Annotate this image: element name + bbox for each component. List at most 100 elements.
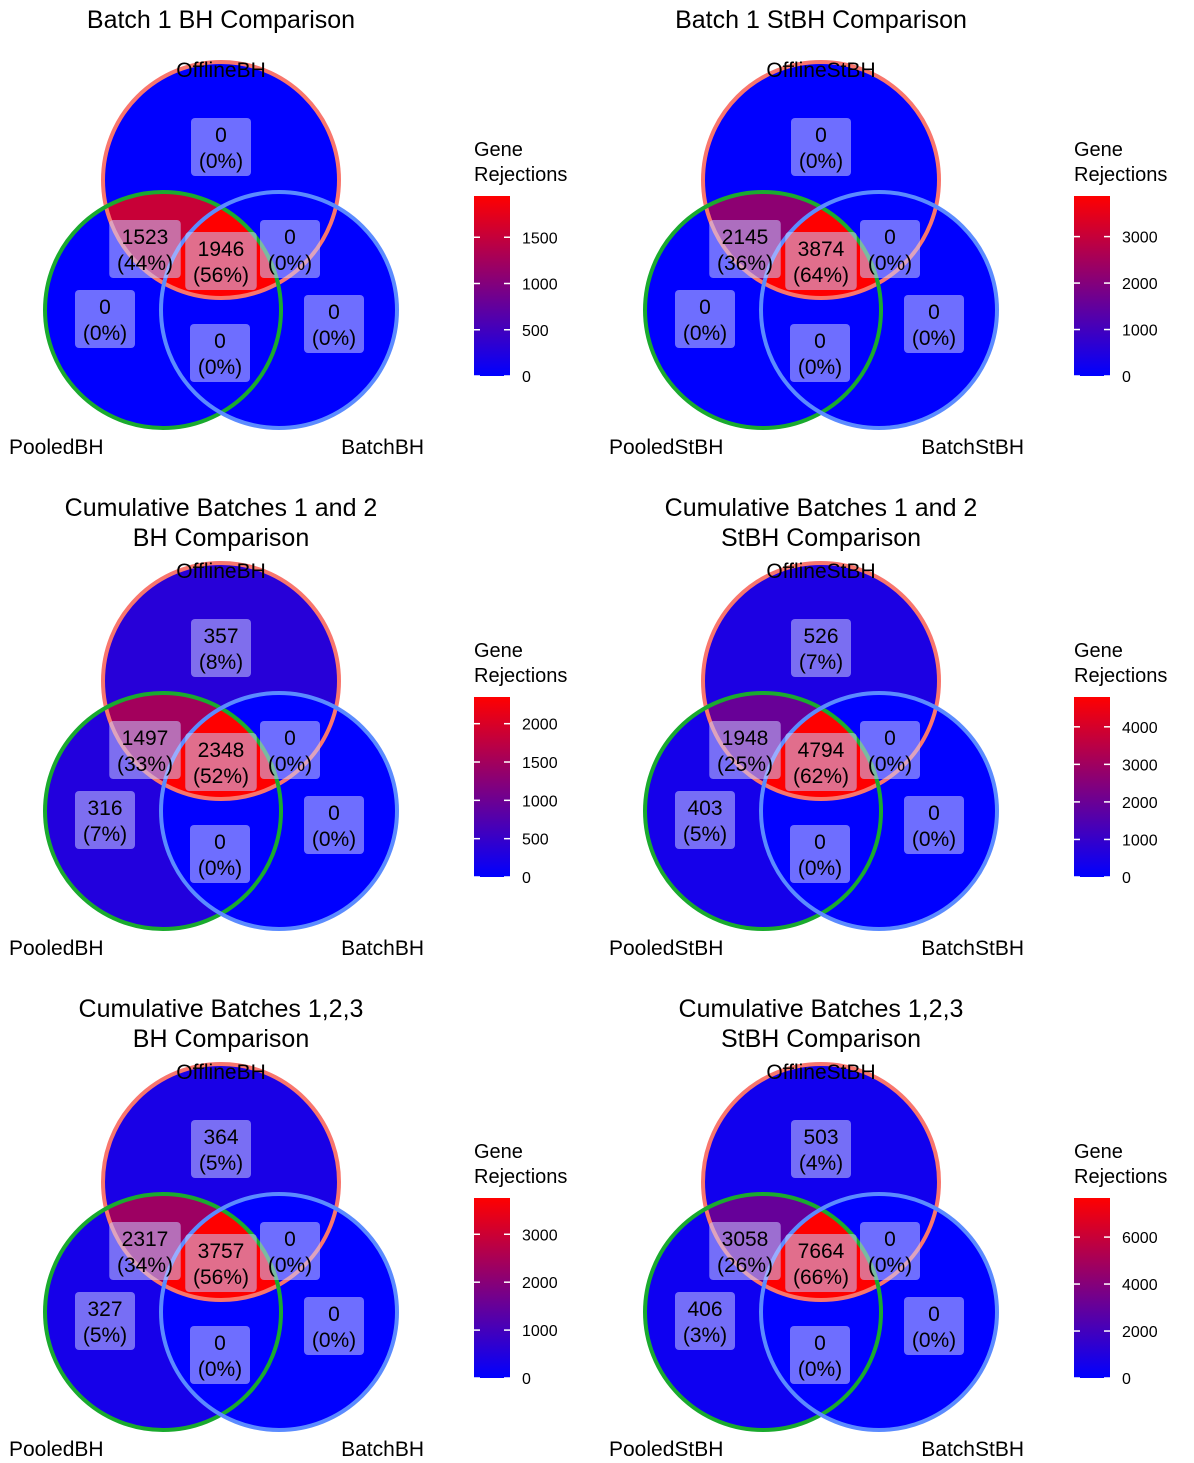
set-label-pooled: PooledStBH xyxy=(609,1438,723,1461)
region-label-box xyxy=(260,721,320,779)
set-label-batch: BatchBH xyxy=(341,1438,424,1461)
region-percent: (5%) xyxy=(199,1152,243,1175)
pooled-circle-border xyxy=(643,190,883,430)
offline-circle-border xyxy=(101,561,341,801)
region-count: 0 xyxy=(328,802,340,825)
region-percent: (5%) xyxy=(83,1324,127,1347)
legend-title: Rejections xyxy=(1074,1166,1167,1188)
chart-title: StBH Comparison xyxy=(721,1025,921,1053)
region-label-box xyxy=(904,295,964,353)
region-count: 316 xyxy=(87,797,122,820)
chart-title: BH Comparison xyxy=(133,524,309,552)
legend-tick-label: 1000 xyxy=(522,277,558,294)
region-percent: (0%) xyxy=(798,857,842,880)
set-label-batch: BatchBH xyxy=(341,937,424,960)
chart-title: BH Comparison xyxy=(133,1025,309,1053)
region-count: 357 xyxy=(203,625,238,648)
batch-circle-border xyxy=(159,1192,399,1432)
legend-tick-label: 0 xyxy=(522,870,531,887)
region-label-box xyxy=(785,232,857,290)
region-percent: (0%) xyxy=(912,1329,956,1352)
set-label-pooled: PooledBH xyxy=(9,1438,104,1461)
legend-tick-label: 0 xyxy=(1122,1371,1131,1388)
legend-tick-label: 1500 xyxy=(522,755,558,772)
batch-circle-border xyxy=(759,1192,999,1432)
chart-title: Cumulative Batches 1,2,3 xyxy=(679,995,964,1023)
venn-panel: Batch 1 StBH Comparison OfflineStBH Pooled… xyxy=(609,6,1167,459)
region-count: 503 xyxy=(803,1126,838,1149)
set-label-batch: BatchStBH xyxy=(921,1438,1024,1461)
region-count: 0 xyxy=(328,301,340,324)
legend-tick-label: 2000 xyxy=(1122,795,1158,812)
region-count: 0 xyxy=(214,831,226,854)
region-count: 1946 xyxy=(198,238,245,261)
batch-circle-border xyxy=(159,190,399,430)
chart-title: Batch 1 BH Comparison xyxy=(87,6,355,34)
legend-tick-label: 0 xyxy=(1122,870,1131,887)
legend-title: Rejections xyxy=(474,164,567,186)
region-percent: (0%) xyxy=(312,1329,356,1352)
region-label-box xyxy=(860,1222,920,1280)
legend-title: Rejections xyxy=(1074,164,1167,186)
region-label-box xyxy=(904,796,964,854)
set-label-offline: OfflineStBH xyxy=(766,59,875,82)
region-percent: (8%) xyxy=(199,651,243,674)
region-count: 0 xyxy=(284,1228,296,1251)
region-label-box xyxy=(790,324,850,382)
region-count: 2348 xyxy=(198,739,245,762)
region-label-box xyxy=(109,1222,181,1280)
region-label-box xyxy=(675,791,735,849)
region-percent: (0%) xyxy=(912,327,956,350)
region-count: 0 xyxy=(214,330,226,353)
region-percent: (25%) xyxy=(717,753,773,776)
region-label-box xyxy=(109,721,181,779)
offline-circle-border xyxy=(701,561,941,801)
pooled-circle-border xyxy=(643,691,883,931)
region-percent: (0%) xyxy=(198,356,242,379)
pooled-circle-border xyxy=(43,1192,283,1432)
legend-tick-label: 2000 xyxy=(522,1275,558,1292)
offline-circle-border xyxy=(701,60,941,300)
region-count: 0 xyxy=(928,1303,940,1326)
region-count: 0 xyxy=(99,296,111,319)
region-percent: (66%) xyxy=(793,1266,849,1289)
region-label-box xyxy=(75,791,135,849)
region-percent: (0%) xyxy=(198,857,242,880)
legend-title: Gene xyxy=(1074,640,1123,662)
region-percent: (0%) xyxy=(799,150,843,173)
legend-tick-label: 6000 xyxy=(1122,1230,1158,1247)
region-label-box xyxy=(709,1222,781,1280)
set-label-batch: BatchBH xyxy=(341,436,424,459)
region-count: 0 xyxy=(884,226,896,249)
region-count: 0 xyxy=(284,226,296,249)
region-percent: (56%) xyxy=(193,264,249,287)
region-count: 3757 xyxy=(198,1240,245,1263)
legend-tick-label: 500 xyxy=(522,832,549,849)
venn-panel: Cumulative Batches 1,2,3BH Comparison Off… xyxy=(9,995,567,1461)
batch-circle-border xyxy=(159,691,399,931)
chart-title: Cumulative Batches 1,2,3 xyxy=(79,995,364,1023)
set-label-offline: OfflineBH xyxy=(176,59,266,82)
legend-tick-label: 3000 xyxy=(1122,757,1158,774)
set-label-batch: BatchStBH xyxy=(921,436,1024,459)
legend-colorbar xyxy=(1074,1198,1110,1378)
region-label-box xyxy=(791,1120,851,1178)
region-percent: (0%) xyxy=(199,150,243,173)
region-label-box xyxy=(260,1222,320,1280)
region-percent: (36%) xyxy=(717,252,773,275)
region-label-box xyxy=(185,733,257,791)
legend-title: Rejections xyxy=(474,1166,567,1188)
chart-title: Cumulative Batches 1 and 2 xyxy=(665,494,978,522)
legend-tick-label: 0 xyxy=(522,369,531,386)
region-label-box xyxy=(791,619,851,677)
region-percent: (34%) xyxy=(117,1254,173,1277)
region-percent: (3%) xyxy=(683,1324,727,1347)
region-count: 327 xyxy=(87,1298,122,1321)
region-label-box xyxy=(190,825,250,883)
offline-circle-border xyxy=(101,1062,341,1302)
region-count: 0 xyxy=(699,296,711,319)
region-count: 1497 xyxy=(122,727,169,750)
region-percent: (0%) xyxy=(312,828,356,851)
